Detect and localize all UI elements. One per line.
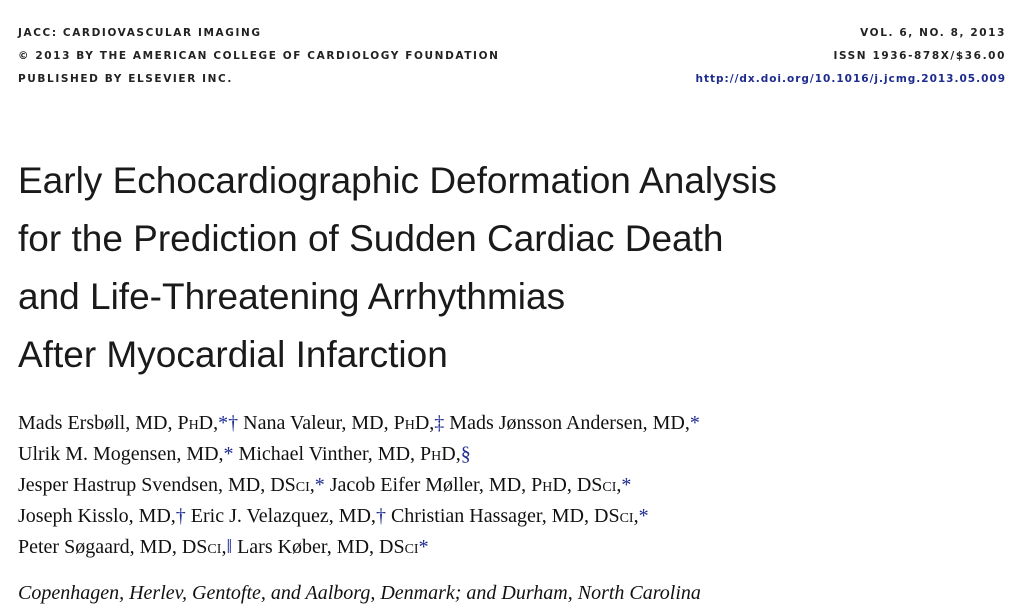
- author-vinther: Michael Vinther, MD, PhD,§: [233, 443, 471, 465]
- author-line: Jesper Hastrup Svendsen, MD, DSci,* Jaco…: [18, 470, 700, 501]
- copyright-line: © 2013 BY THE AMERICAN COLLEGE OF CARDIO…: [18, 50, 500, 62]
- title-line: for the Prediction of Sudden Cardiac Dea…: [18, 218, 724, 259]
- affiliation-marker[interactable]: *†: [218, 412, 239, 434]
- author-velazquez: Eric J. Velazquez, MD,†: [185, 505, 386, 527]
- doi-link[interactable]: http://dx.doi.org/10.1016/j.jcmg.2013.05…: [695, 73, 1006, 85]
- author-line: Joseph Kisslo, MD,† Eric J. Velazquez, M…: [18, 501, 700, 532]
- affiliation-marker[interactable]: †: [375, 505, 386, 527]
- author-sogaard: Peter Søgaard, MD, DSci,‖: [18, 536, 233, 558]
- title-line: and Life-Threatening Arrhythmias: [18, 276, 566, 317]
- affiliation-marker[interactable]: ‖: [226, 536, 233, 558]
- author-moller: Jacob Eifer Møller, MD, PhD, DSci,*: [324, 474, 632, 496]
- author-line: Mads Ersbøll, MD, PhD,*† Nana Valeur, MD…: [18, 408, 700, 439]
- affiliation-marker[interactable]: *: [418, 536, 429, 558]
- issue-info: VOL. 6, NO. 8, 2013 ISSN 1936-878X/$36.0…: [696, 22, 1006, 91]
- author-line: Ulrik M. Mogensen, MD,* Michael Vinther,…: [18, 439, 700, 470]
- author-kober: Lars Køber, MD, DSci*: [232, 536, 429, 558]
- article-title: Early Echocardiographic Deformation Anal…: [18, 152, 777, 384]
- affiliation-marker[interactable]: *: [223, 443, 234, 465]
- volume-line: VOL. 6, NO. 8, 2013: [860, 27, 1006, 39]
- author-hassager: Christian Hassager, MD, DSci,*: [385, 505, 649, 527]
- author-line: Peter Søgaard, MD, DSci,‖ Lars Køber, MD…: [18, 532, 700, 563]
- title-line: After Myocardial Infarction: [18, 334, 448, 375]
- issn-line: ISSN 1936-878X/$36.00: [833, 50, 1006, 62]
- title-line: Early Echocardiographic Deformation Anal…: [18, 160, 777, 201]
- journal-header: JACC: CARDIOVASCULAR IMAGING © 2013 BY T…: [18, 22, 499, 91]
- author-mogensen: Ulrik M. Mogensen, MD,*: [18, 443, 234, 465]
- author-list: Mads Ersbøll, MD, PhD,*† Nana Valeur, MD…: [18, 408, 700, 563]
- affiliation-marker[interactable]: *: [621, 474, 632, 496]
- affiliation-locations: Copenhagen, Herlev, Gentofte, and Aalbor…: [18, 582, 701, 604]
- affiliation-marker[interactable]: ‡: [434, 412, 445, 434]
- author-kisslo: Joseph Kisslo, MD,†: [18, 505, 186, 527]
- author-andersen: Mads Jønsson Andersen, MD,*: [444, 412, 700, 434]
- affiliation-marker[interactable]: †: [175, 505, 186, 527]
- author-ersboll: Mads Ersbøll, MD, PhD,*†: [18, 412, 239, 434]
- affiliation-marker[interactable]: *: [689, 412, 700, 434]
- author-svendsen: Jesper Hastrup Svendsen, MD, DSci,*: [18, 474, 325, 496]
- affiliation-marker[interactable]: *: [314, 474, 325, 496]
- journal-name: JACC: CARDIOVASCULAR IMAGING: [18, 27, 262, 39]
- author-valeur: Nana Valeur, MD, PhD,‡: [238, 412, 445, 434]
- affiliation-marker[interactable]: §: [460, 443, 471, 465]
- affiliation-marker[interactable]: *: [638, 505, 649, 527]
- publisher-line: PUBLISHED BY ELSEVIER INC.: [18, 73, 233, 85]
